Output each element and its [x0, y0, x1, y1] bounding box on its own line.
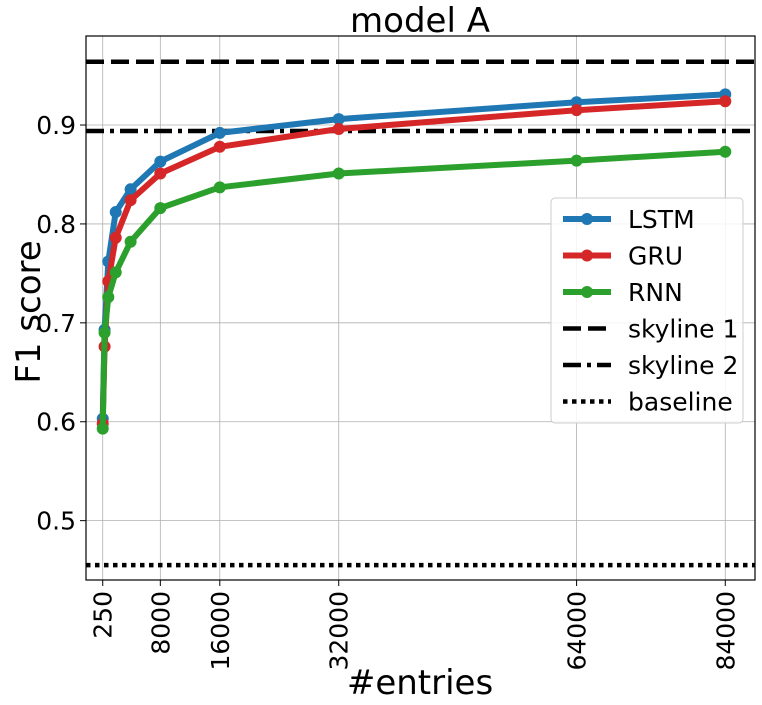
data-point [154, 202, 167, 215]
x-axis-ticks: 250 8000 16000 32000 64000 84000 [89, 580, 740, 671]
data-point [719, 145, 732, 158]
legend-label: baseline [628, 388, 733, 417]
y-axis-ticks: 0.5 0.6 0.7 0.8 0.9 [36, 111, 86, 536]
data-point [98, 326, 111, 339]
x-tick-label: 84000 [711, 591, 740, 671]
x-axis-label: #entries [347, 663, 493, 703]
data-point [109, 266, 122, 279]
data-point [332, 113, 345, 126]
legend-item: skyline 1 [563, 315, 738, 344]
series-line [99, 148, 726, 429]
series-rnn [96, 145, 732, 435]
legend-label: GRU [628, 242, 683, 271]
legend-item: baseline [563, 388, 733, 417]
legend-item: LSTM [563, 205, 695, 234]
y-tick-label: 0.8 [36, 210, 76, 239]
x-tick-label: 32000 [325, 591, 354, 671]
data-point [332, 122, 345, 135]
data-point [96, 422, 109, 435]
legend-marker [581, 213, 593, 225]
y-tick-label: 0.9 [36, 111, 76, 140]
data-point [213, 126, 226, 139]
plot-frame [85, 35, 756, 581]
data-point [109, 206, 122, 219]
y-tick-label: 0.6 [36, 408, 76, 437]
legend-label: skyline 2 [628, 351, 738, 380]
data-point [332, 167, 345, 180]
series-layer [96, 88, 732, 435]
data-point [213, 140, 226, 153]
y-tick-label: 0.5 [36, 507, 76, 536]
data-point [719, 95, 732, 108]
data-point [109, 231, 122, 244]
data-point [102, 291, 115, 304]
data-point [154, 155, 167, 168]
legend: LSTM GRU RNN skyline 1 skyline 2 baseline [550, 197, 744, 424]
data-point [213, 181, 226, 194]
legend-label: RNN [628, 278, 683, 307]
legend-label: skyline 1 [628, 315, 738, 344]
legend-item: RNN [563, 278, 683, 307]
data-point [124, 235, 137, 248]
legend-marker [581, 286, 593, 298]
legend-marker [581, 249, 593, 262]
data-point [124, 183, 137, 196]
data-point [124, 194, 137, 207]
legend-label: LSTM [628, 205, 695, 234]
data-point [570, 154, 583, 167]
x-tick-label: 64000 [563, 591, 592, 671]
x-tick-label: 8000 [146, 591, 175, 655]
reference-lines [86, 59, 755, 568]
y-axis-label: F1 score [9, 240, 49, 383]
x-tick-label: 250 [89, 591, 118, 639]
data-point [570, 104, 583, 117]
legend-item: skyline 2 [563, 351, 738, 380]
data-point [154, 167, 167, 180]
chart-title: model A [350, 1, 490, 41]
y-tick-label: 0.7 [36, 309, 76, 338]
legend-item: GRU [563, 242, 683, 271]
x-tick-label: 16000 [206, 591, 235, 671]
